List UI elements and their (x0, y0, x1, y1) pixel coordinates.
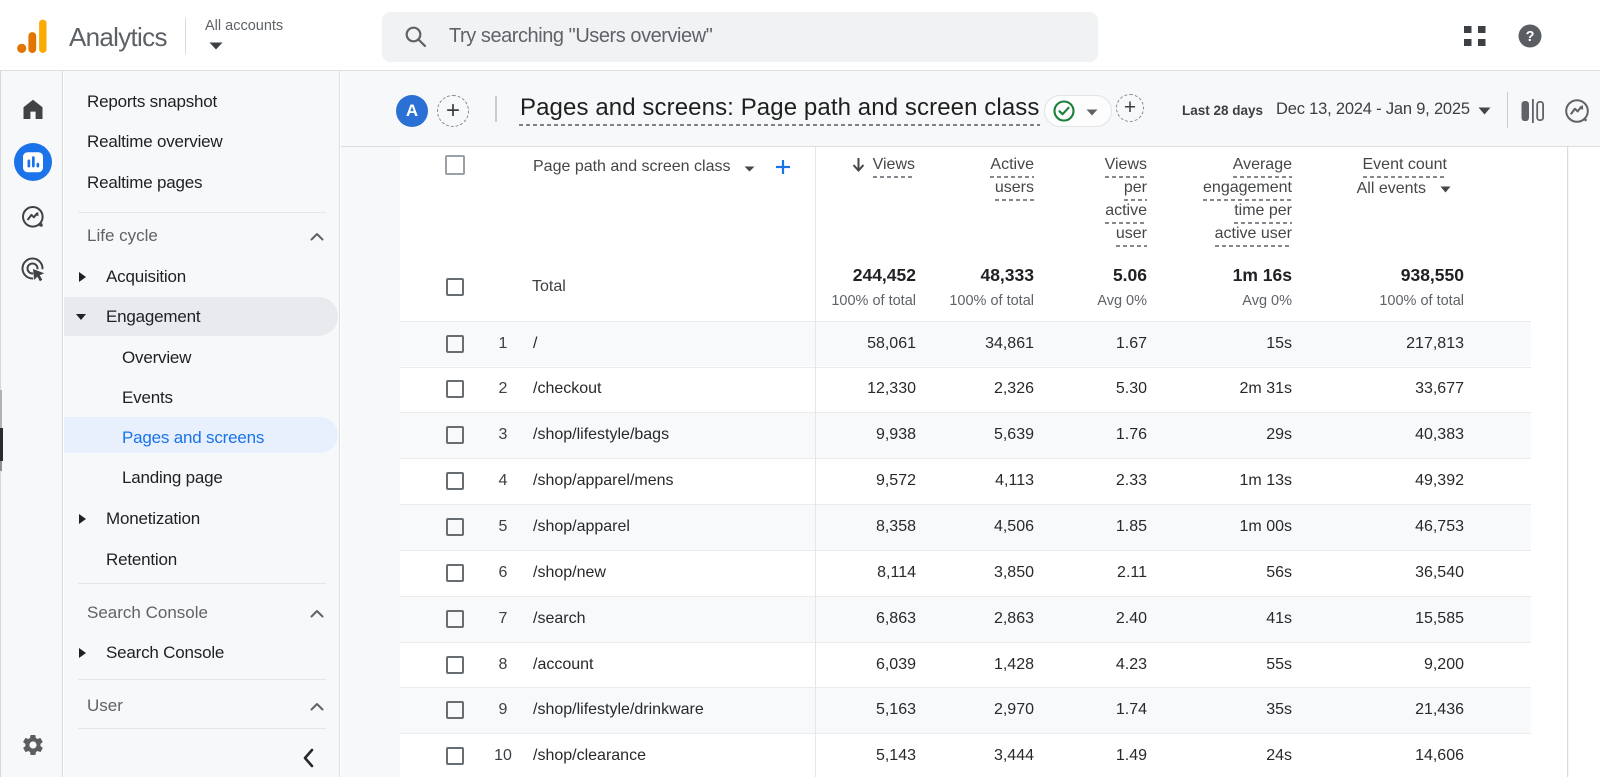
svg-text:?: ? (1526, 29, 1535, 45)
